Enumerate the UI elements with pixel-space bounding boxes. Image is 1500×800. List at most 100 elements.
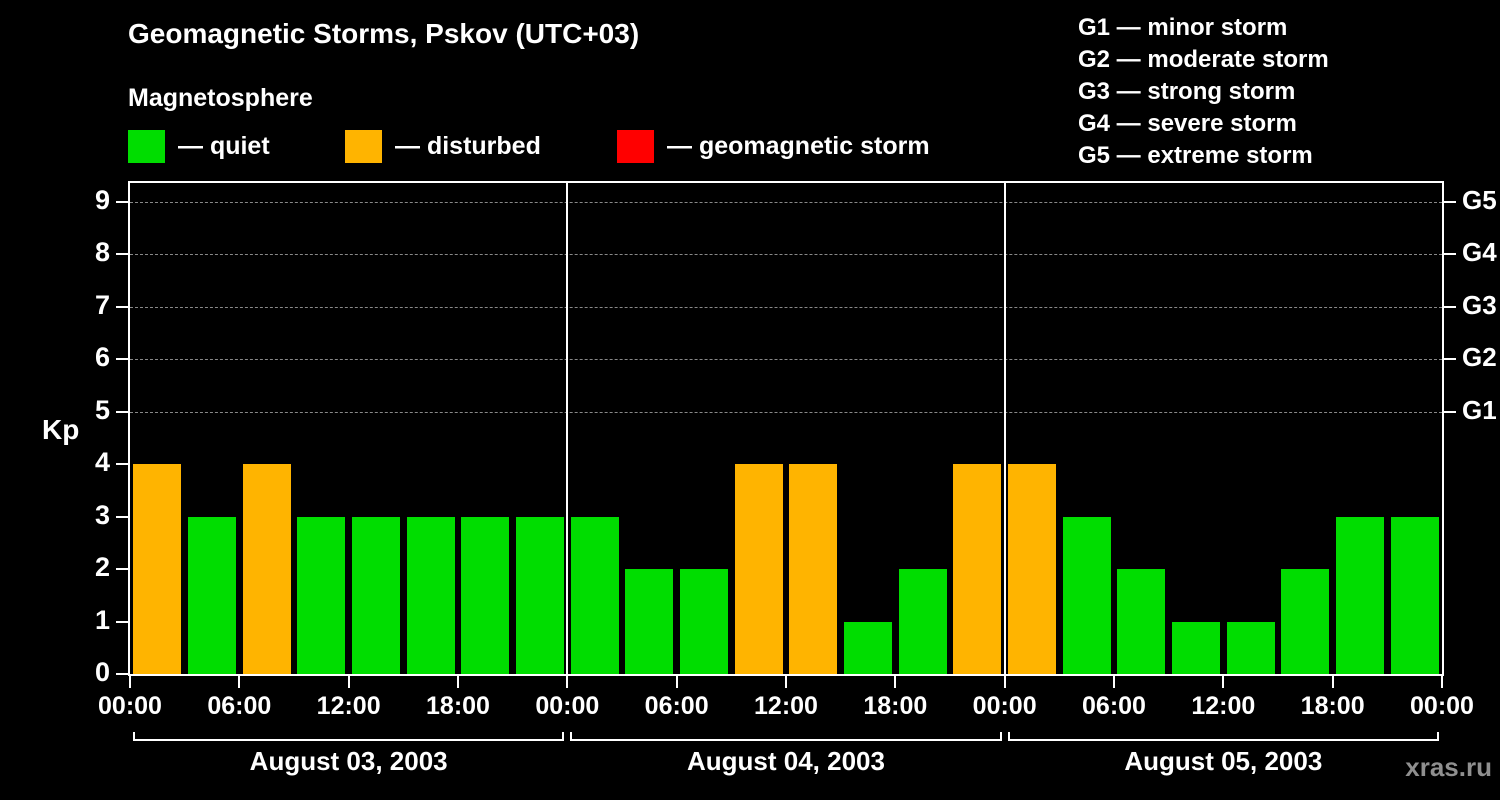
magnetosphere-label: Magnetosphere — [128, 84, 313, 112]
y-tick — [116, 358, 128, 361]
kp-bar — [1226, 621, 1275, 674]
x-tick-label: 12:00 — [754, 692, 818, 720]
x-tick — [1441, 676, 1443, 688]
y-tick-label: 5 — [94, 394, 110, 425]
x-tick — [457, 676, 459, 688]
kp-bar — [898, 569, 947, 674]
g-scale-axis-label: G3 — [1462, 289, 1497, 320]
x-tick-label: 18:00 — [1300, 692, 1365, 720]
y-tick — [116, 305, 128, 308]
right-tick — [1444, 253, 1456, 256]
day-label: August 03, 2003 — [249, 746, 448, 776]
y-tick — [116, 410, 128, 413]
y-tick-label: 9 — [94, 185, 110, 215]
x-tick — [1113, 676, 1115, 688]
y-tick-label: 7 — [94, 289, 110, 320]
gridline-kp-5 — [130, 411, 1442, 413]
y-tick-label: 2 — [94, 552, 110, 583]
x-tick — [894, 676, 897, 688]
right-tick — [1444, 410, 1456, 413]
g-scale-axis-label: G5 — [1462, 185, 1497, 215]
x-tick-label: 06:00 — [207, 692, 272, 720]
day-label: August 05, 2003 — [1124, 746, 1323, 776]
right-tick — [1444, 358, 1456, 361]
right-tick — [1444, 201, 1456, 203]
kp-bar — [734, 464, 783, 674]
x-tick — [785, 676, 787, 688]
disturbed-swatch — [345, 130, 382, 163]
storm-scale-item-g5: G5 — extreme storm — [1078, 142, 1313, 169]
kp-bar — [133, 464, 182, 674]
x-tick-label: 06:00 — [644, 692, 709, 720]
g-scale-axis-label: G2 — [1462, 342, 1497, 373]
day-bracket — [133, 732, 565, 741]
x-tick — [566, 676, 569, 688]
x-tick — [129, 676, 131, 688]
kp-bar — [1008, 464, 1056, 674]
day-separator — [566, 183, 569, 674]
kp-bar — [625, 569, 674, 674]
kp-bar — [680, 569, 728, 674]
x-tick — [1222, 676, 1225, 688]
y-tick-label: 0 — [94, 657, 110, 687]
gridline-kp-9 — [130, 202, 1442, 203]
kp-bar — [461, 516, 510, 674]
gridline-kp-8 — [130, 254, 1442, 256]
storm-scale-item-g1: G1 — minor storm — [1078, 14, 1288, 41]
y-tick — [116, 253, 128, 256]
y-tick-label: 8 — [94, 237, 110, 268]
gridline-kp-6 — [130, 359, 1442, 361]
kp-bar — [1336, 516, 1384, 674]
y-axis-title: Kp — [42, 414, 80, 445]
quiet-swatch — [128, 130, 165, 163]
x-tick-label: 12:00 — [316, 692, 381, 720]
y-tick — [116, 201, 128, 203]
x-tick-label: 00:00 — [535, 692, 600, 720]
legend-item-disturbed: — disturbed — [345, 130, 541, 163]
kp-bar — [406, 516, 455, 674]
watermark: xras.ru — [1405, 752, 1492, 782]
g-scale-axis-label: G4 — [1462, 237, 1497, 268]
right-tick — [1444, 305, 1456, 308]
day-bracket — [1007, 732, 1439, 741]
y-tick-label: 4 — [94, 447, 110, 478]
kp-bar — [1172, 621, 1220, 674]
storm-scale-legend: G1 — minor storm G2 — moderate storm G3 — … — [1078, 12, 1329, 172]
page-title: Geomagnetic Storms, Pskov (UTC+03) — [128, 18, 640, 49]
storm-scale-item-g3: G3 — strong storm — [1078, 78, 1296, 105]
x-tick — [347, 676, 350, 688]
x-tick-label: 12:00 — [1191, 692, 1256, 720]
kp-bar — [1062, 516, 1111, 674]
x-tick-label: 18:00 — [426, 692, 490, 720]
kp-bar — [1281, 569, 1330, 674]
y-tick-label: 3 — [94, 499, 110, 530]
y-tick-label: 6 — [94, 342, 110, 373]
kp-bar — [1390, 516, 1439, 674]
g-scale-axis-label: G1 — [1462, 394, 1497, 425]
day-separator — [1003, 183, 1006, 674]
x-tick-label: 00:00 — [972, 692, 1037, 720]
kp-bar — [953, 464, 1002, 674]
kp-bar — [188, 516, 236, 674]
y-tick — [116, 620, 128, 623]
gridline-kp-7 — [130, 306, 1442, 308]
x-tick-label: 18:00 — [863, 692, 928, 720]
x-tick-label: 06:00 — [1082, 692, 1146, 720]
x-tick — [1331, 676, 1334, 688]
y-tick — [116, 673, 128, 675]
legend-label-quiet: — quiet — [178, 132, 270, 160]
storm-scale-item-g4: G4 — severe storm — [1078, 110, 1297, 137]
day-label: August 04, 2003 — [687, 746, 885, 776]
kp-bar — [352, 516, 400, 674]
x-tick-label: 00:00 — [1410, 692, 1474, 720]
x-tick — [238, 676, 241, 688]
x-tick — [675, 676, 678, 688]
kp-bar — [570, 516, 619, 674]
kp-bar — [297, 516, 346, 674]
y-tick — [116, 515, 128, 518]
x-tick-label: 00:00 — [98, 692, 162, 720]
y-tick-label: 1 — [94, 604, 110, 635]
legend-item-storm: — geomagnetic storm — [617, 130, 930, 163]
y-tick — [116, 568, 128, 571]
